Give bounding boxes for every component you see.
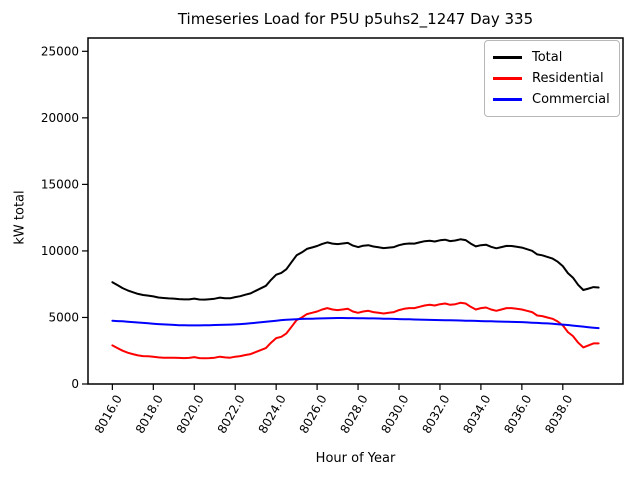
y-tick-label: 15000 — [41, 177, 79, 191]
x-tick-label: 8016.0 — [92, 393, 125, 436]
y-tick-label: 0 — [71, 377, 79, 391]
x-tick-label: 8038.0 — [542, 393, 575, 436]
legend-entry-total: Total — [493, 47, 611, 68]
legend-label-total: Total — [532, 50, 563, 65]
y-tick-label: 10000 — [41, 244, 79, 258]
x-tick-label: 8032.0 — [419, 393, 452, 436]
x-tick-label: 8034.0 — [460, 393, 493, 436]
series-line-total — [111, 238, 600, 301]
residential-line-swatch — [493, 77, 522, 80]
x-tick-label: 8030.0 — [378, 393, 411, 436]
x-axis-label: Hour of Year — [315, 451, 396, 466]
x-tick-label: 8022.0 — [215, 393, 248, 436]
y-axis-label: kW total — [12, 190, 28, 245]
x-tick-label: 8036.0 — [501, 393, 534, 436]
commercial-line-swatch — [493, 98, 522, 101]
x-tick-label: 8028.0 — [338, 393, 371, 436]
x-tick-label: 8026.0 — [297, 393, 330, 436]
legend: Total Residential Commercial — [484, 40, 620, 117]
series-line-residential — [111, 301, 600, 360]
x-tick-label: 8020.0 — [174, 393, 207, 436]
legend-entry-commercial: Commercial — [493, 89, 611, 110]
x-tick-label: 8018.0 — [133, 393, 166, 436]
x-tick-label: 8024.0 — [256, 393, 289, 436]
y-tick-label: 20000 — [41, 111, 79, 125]
legend-label-commercial: Commercial — [532, 92, 610, 107]
total-line-swatch — [493, 56, 522, 59]
y-tick-label: 25000 — [41, 44, 79, 58]
y-tick-label: 5000 — [48, 310, 79, 324]
legend-label-residential: Residential — [532, 71, 604, 86]
legend-entry-residential: Residential — [493, 68, 611, 89]
plot-frame — [87, 37, 624, 385]
chart-title: Timeseries Load for P5U p5uhs2_1247 Day … — [177, 10, 534, 28]
series-line-commercial — [111, 317, 600, 330]
